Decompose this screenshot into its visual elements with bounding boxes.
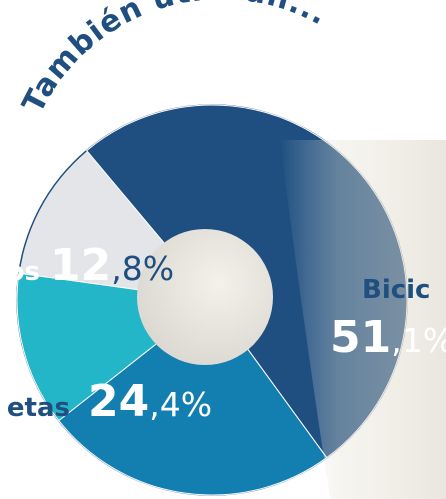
category-label: etas xyxy=(7,393,70,423)
value-label-dec: ,8% xyxy=(111,249,174,288)
value-label: 24,4% xyxy=(88,376,212,427)
value-label-dec: ,4% xyxy=(149,385,212,424)
value-label-int: 51 xyxy=(330,312,391,363)
category-label: Bicic xyxy=(362,275,430,305)
category-label: os xyxy=(7,257,40,287)
value-label-int: 24 xyxy=(88,376,149,427)
value-label: 12,8% xyxy=(50,240,174,291)
value-label: 51,1% xyxy=(330,312,446,363)
value-label-dec: ,1% xyxy=(391,321,446,360)
photo-overlay xyxy=(280,140,446,499)
chart-title-path: También utilizan... xyxy=(16,0,333,119)
slice xyxy=(58,299,328,496)
value-label-int: 12 xyxy=(50,240,111,291)
chart-title: También utilizan... xyxy=(16,0,334,119)
donut-hole xyxy=(137,229,273,365)
